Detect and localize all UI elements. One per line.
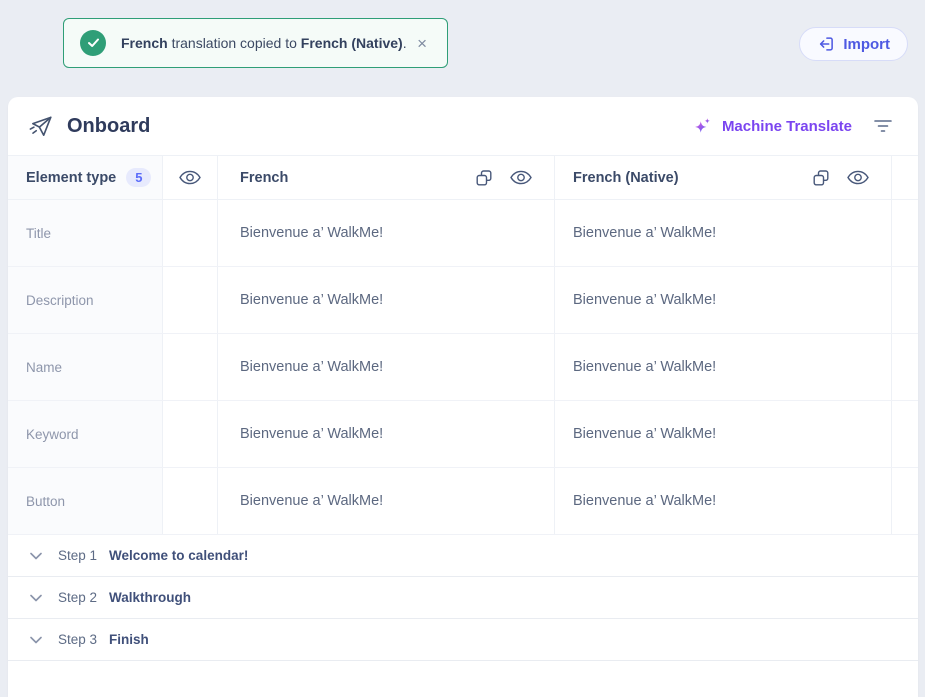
chevron-down-icon[interactable]: [30, 594, 42, 602]
element-type-cell: Button: [8, 468, 163, 534]
copy-icon[interactable]: [813, 169, 829, 186]
table-header-row: Element type 5 French: [8, 155, 918, 200]
step-number: Step 1: [58, 548, 98, 563]
column-header-element-type: Element type 5: [8, 156, 163, 199]
column-header-french-native: French (Native): [555, 156, 892, 199]
french-cell[interactable]: Bienvenue a’ WalkMe!: [218, 468, 555, 534]
element-type-cell: Name: [8, 334, 163, 400]
close-icon[interactable]: ×: [417, 33, 427, 53]
french-cell[interactable]: Bienvenue a’ WalkMe!: [218, 200, 555, 266]
count-badge: 5: [126, 168, 152, 187]
success-toast: French translation copied to French (Nat…: [63, 18, 448, 68]
french-native-cell[interactable]: Bienvenue a’ WalkMe!: [555, 200, 892, 266]
eye-icon[interactable]: [510, 170, 532, 185]
element-type-cell: Description: [8, 267, 163, 333]
step-section-1[interactable]: Step 1 Welcome to calendar!: [8, 535, 918, 577]
eye-icon[interactable]: [847, 170, 869, 185]
table-row: Keyword Bienvenue a’ WalkMe! Bienvenue a…: [8, 401, 918, 468]
visibility-cell: [163, 401, 218, 467]
translation-card: Onboard Machine Translate: [8, 97, 918, 697]
table-row: Name Bienvenue a’ WalkMe! Bienvenue a’ W…: [8, 334, 918, 401]
step-section-2[interactable]: Step 2 Walkthrough: [8, 577, 918, 619]
french-native-cell[interactable]: Bienvenue a’ WalkMe!: [555, 334, 892, 400]
visibility-cell: [163, 468, 218, 534]
french-native-label: French (Native): [573, 169, 679, 186]
french-cell[interactable]: Bienvenue a’ WalkMe!: [218, 267, 555, 333]
import-icon: [817, 35, 835, 53]
visibility-cell: [163, 334, 218, 400]
column-header-spacer: [892, 156, 918, 199]
visibility-cell: [163, 267, 218, 333]
check-circle-icon: [80, 30, 106, 56]
french-native-cell[interactable]: Bienvenue a’ WalkMe!: [555, 468, 892, 534]
eye-icon[interactable]: [179, 170, 201, 185]
table-row: Title Bienvenue a’ WalkMe! Bienvenue a’ …: [8, 200, 918, 267]
paper-plane-icon: [28, 113, 54, 139]
filter-icon[interactable]: [870, 115, 896, 137]
machine-translate-label: Machine Translate: [721, 117, 852, 135]
card-header: Onboard Machine Translate: [8, 97, 918, 155]
machine-translate-button[interactable]: Machine Translate: [692, 116, 852, 137]
copy-icon[interactable]: [476, 169, 492, 186]
element-type-cell: Title: [8, 200, 163, 266]
sparkles-icon: [692, 116, 713, 137]
step-number: Step 3: [58, 632, 98, 647]
table-row: Button Bienvenue a’ WalkMe! Bienvenue a’…: [8, 468, 918, 535]
chevron-down-icon[interactable]: [30, 636, 42, 644]
french-native-cell[interactable]: Bienvenue a’ WalkMe!: [555, 401, 892, 467]
french-cell[interactable]: Bienvenue a’ WalkMe!: [218, 334, 555, 400]
chevron-down-icon[interactable]: [30, 552, 42, 560]
step-title: Walkthrough: [109, 590, 192, 605]
element-type-label: Element type: [26, 169, 117, 186]
table-row: Description Bienvenue a’ WalkMe! Bienven…: [8, 267, 918, 334]
toast-message: French translation copied to French (Nat…: [121, 35, 407, 51]
import-label: Import: [843, 35, 890, 53]
step-title: Finish: [109, 632, 149, 647]
page-title: Onboard: [67, 114, 151, 137]
step-section-3[interactable]: Step 3 Finish: [8, 619, 918, 661]
element-type-cell: Keyword: [8, 401, 163, 467]
column-header-visibility: [163, 156, 218, 199]
step-number: Step 2: [58, 590, 98, 605]
column-header-french: French: [218, 156, 555, 199]
french-label: French: [240, 169, 289, 186]
import-button[interactable]: Import: [799, 27, 908, 61]
french-native-cell[interactable]: Bienvenue a’ WalkMe!: [555, 267, 892, 333]
step-title: Welcome to calendar!: [109, 548, 249, 563]
visibility-cell: [163, 200, 218, 266]
french-cell[interactable]: Bienvenue a’ WalkMe!: [218, 401, 555, 467]
